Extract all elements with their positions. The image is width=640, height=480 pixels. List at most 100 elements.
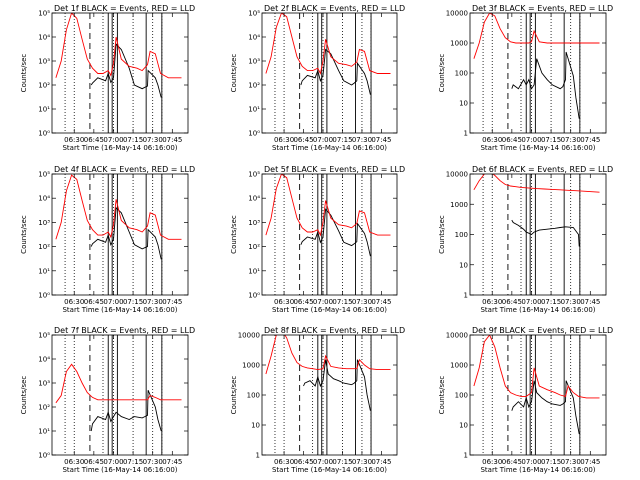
x-tick-label: 06:45 [293,136,313,144]
y-tick-label: 1000 [450,40,468,48]
series-lld-line [473,335,600,399]
y-tick-label: 10³ [248,58,260,66]
x-tick-label: 06:45 [84,298,104,306]
series-events-line [511,219,580,247]
x-tick-label: 07:45 [371,136,391,144]
series-events-line [300,208,371,257]
series-events-line [511,51,580,119]
y-tick-label: 1 [464,129,468,137]
x-tick-label: 07:45 [371,298,391,306]
y-tick-label: 10² [248,243,260,251]
panel-det-2: Det 2f BLACK = Events, RED = LLD 10⁰ 10¹ 10… [230,4,405,152]
panel-title: Det 2f BLACK = Events, RED = LLD [264,4,405,13]
panel-title: Det 1f BLACK = Events, RED = LLD [54,4,195,13]
y-tick-label: 10² [38,243,50,251]
y-tick-label: 10² [38,404,50,412]
y-tick-label: 100 [455,392,468,400]
panel-det-6: Det 6f BLACK = Events, RED = LLD 1 10 100 10… [438,165,613,314]
y-tick-label: 10⁴ [38,356,50,364]
panel-title: Det 5f BLACK = Events, RED = LLD [264,165,405,174]
y-tick-label: 1 [256,451,260,459]
panel-title: Det 3f BLACK = Events, RED = LLD [472,4,613,13]
y-tick-label: 10⁰ [38,291,50,299]
series-events-line [303,359,371,411]
x-tick-label: 06:45 [293,298,313,306]
y-tick-label: 10000 [238,332,260,340]
x-axis-label: Start Time (16-May-14 06:16:00) [272,144,387,152]
plot-frame [261,12,398,134]
x-tick-label: 07:45 [371,458,391,466]
y-tick-label: 10000 [446,171,468,179]
series-events-line [511,380,580,435]
y-tick-label: 10⁴ [38,195,50,203]
plot-frame [261,334,398,456]
x-axis-label: Start Time (16-May-14 06:16:00) [62,466,177,474]
x-tick-label: 07:00 [103,458,123,466]
x-tick-label: 06:45 [293,458,313,466]
x-tick-label: 07:15 [123,298,143,306]
x-tick-label: 07:45 [580,136,600,144]
series-lld-line [55,13,182,79]
panel-title: Det 7f BLACK = Events, RED = LLD [54,326,195,335]
x-tick-label: 06:45 [502,298,522,306]
y-tick-label: 10⁰ [248,129,260,137]
plot-frame [51,334,189,456]
x-tick-label: 07:15 [332,298,352,306]
y-axis-label: Counts/sec [438,376,446,415]
y-tick-label: 10⁴ [248,195,260,203]
y-tick-label: 10¹ [248,267,260,275]
x-tick-label: 07:15 [332,458,352,466]
x-tick-label: 07:30 [561,298,581,306]
x-axis-label: Start Time (16-May-14 06:16:00) [480,466,595,474]
x-tick-label: 06:30 [274,136,294,144]
y-tick-label: 10⁴ [38,34,50,42]
x-tick-label: 07:30 [561,458,581,466]
y-tick-label: 10 [251,422,260,430]
x-tick-label: 07:30 [143,298,163,306]
y-axis-label: Counts/sec [230,376,238,415]
x-tick-label: 06:45 [84,136,104,144]
x-tick-label: 06:30 [64,458,84,466]
x-tick-label: 06:30 [274,458,294,466]
y-axis-label: Counts/sec [438,215,446,254]
y-tick-label: 10⁰ [248,291,260,299]
x-tick-label: 06:30 [64,136,84,144]
y-tick-label: 10² [38,82,50,90]
y-tick-label: 10¹ [38,428,50,436]
y-tick-label: 10⁰ [38,129,50,137]
y-tick-label: 10² [248,82,260,90]
x-tick-label: 07:15 [541,136,561,144]
y-tick-label: 10¹ [248,106,260,114]
x-tick-label: 07:15 [332,136,352,144]
plot-frame [469,173,607,296]
x-tick-label: 06:30 [482,136,502,144]
y-axis-label: Counts/sec [230,54,238,93]
x-tick-label: 07:00 [521,458,541,466]
x-tick-label: 07:30 [561,136,581,144]
x-tick-label: 07:15 [123,136,143,144]
series-events-line [90,43,162,98]
panel-title: Det 9f BLACK = Events, RED = LLD [472,326,613,335]
series-lld-line [473,174,600,193]
y-tick-label: 10⁰ [38,451,50,459]
panel-title: Det 8f BLACK = Events, RED = LLD [264,326,405,335]
x-tick-label: 07:00 [103,298,123,306]
y-tick-label: 10000 [446,10,468,18]
y-tick-label: 10⁵ [38,171,50,179]
x-tick-label: 07:15 [123,458,143,466]
x-tick-label: 06:30 [482,298,502,306]
x-tick-label: 07:30 [352,136,372,144]
panel-det-7: Det 7f BLACK = Events, RED = LLD 10⁰ 10¹ 10… [20,326,195,474]
plot-frame [469,12,607,134]
y-tick-label: 1 [464,451,468,459]
x-tick-label: 07:00 [313,458,333,466]
y-tick-label: 10⁵ [248,171,260,179]
plot-frame [51,173,189,296]
y-axis-label: Counts/sec [20,215,28,254]
plot-frame [469,334,607,456]
x-tick-label: 07:00 [521,298,541,306]
x-tick-label: 07:00 [313,136,333,144]
x-tick-label: 07:45 [580,458,600,466]
series-events-line [90,390,162,432]
